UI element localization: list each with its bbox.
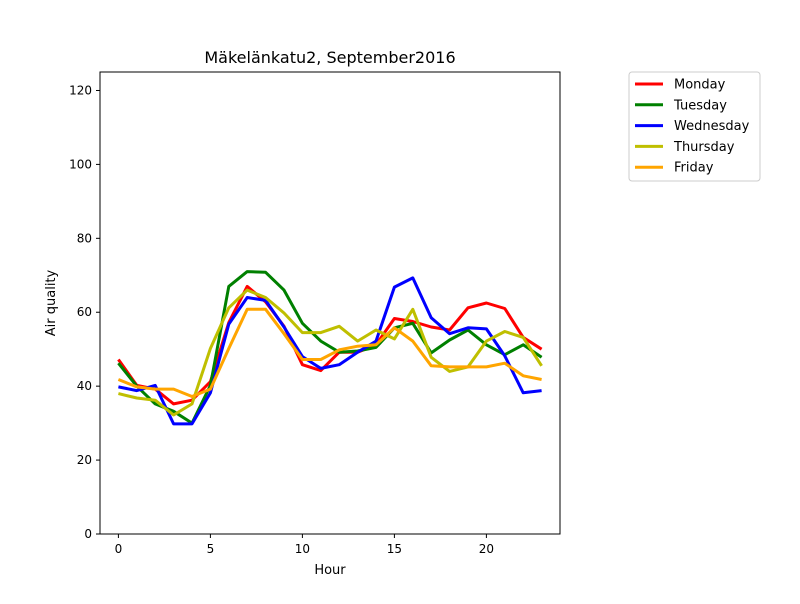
plot-frame [99,71,561,535]
legend-label: Tuesday [673,98,727,113]
legend-label: Monday [674,78,726,93]
series-layer [117,270,543,426]
legend-label: Wednesday [674,119,750,134]
y-tick-label: 100 [69,157,92,171]
x-tick-label: 10 [295,542,310,556]
y-tick-label: 60 [77,305,92,319]
y-tick-label: 40 [77,379,92,393]
y-tick-label: 0 [84,527,92,541]
y-tick-label: 120 [69,83,92,97]
series-line-friday [117,307,542,398]
series-line-monday [117,284,543,406]
x-tick-label: 15 [387,542,402,556]
y-tick-label: 20 [77,453,92,467]
legend: Monday Tuesday Wednesday Thursday Friday [628,71,761,182]
legend-label: Friday [674,161,714,176]
y-tick-label: 80 [77,231,92,245]
y-axis-label: Air quality [44,269,59,336]
x-tick-label: 20 [479,542,494,556]
series-line-wednesday [118,276,542,426]
chart-title: Mäkelänkatu2, September2016 [204,48,455,67]
legend-label: Thursday [673,140,735,155]
x-tick-label: 0 [115,542,123,556]
x-axis-label: Hour [314,563,346,578]
legend-box [628,71,761,182]
y-axis: 0 20 40 60 80 100 120 [69,83,100,541]
series-line-thursday [118,288,543,417]
series-line-tuesday [117,270,543,425]
x-axis: 0 5 10 15 20 [115,534,494,556]
x-tick-label: 5 [207,542,215,556]
